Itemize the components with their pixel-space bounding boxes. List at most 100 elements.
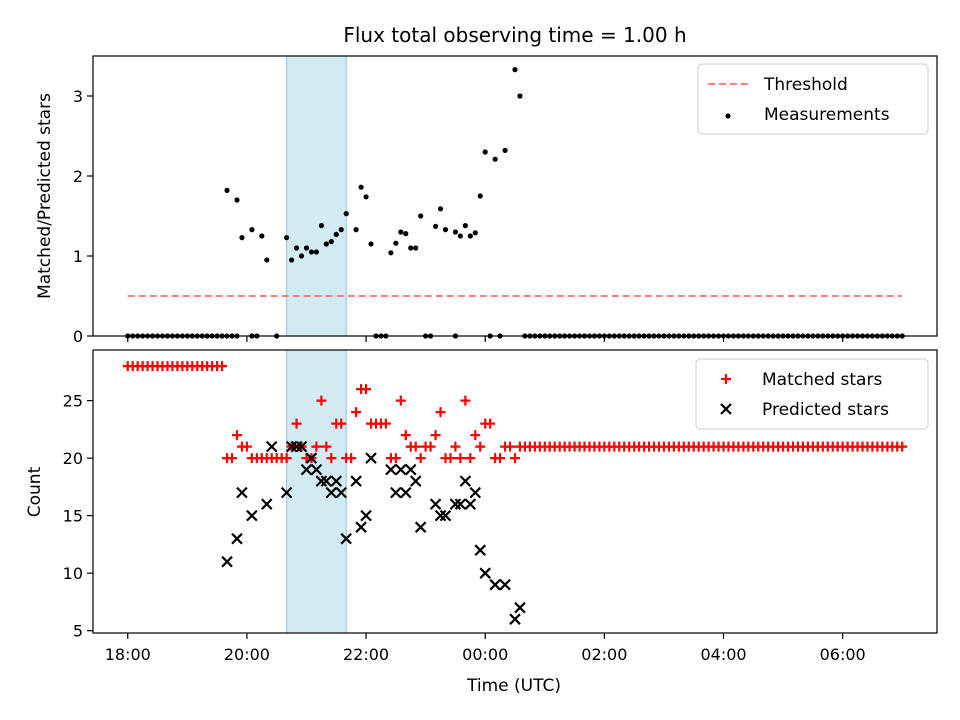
x-tick-label: 20:00 xyxy=(224,645,270,664)
data-point xyxy=(435,407,446,418)
data-point xyxy=(320,475,333,487)
data-point xyxy=(454,498,467,510)
y-tick-label: 2 xyxy=(73,167,83,186)
data-point xyxy=(335,486,348,499)
data-point xyxy=(221,555,233,568)
x-tick-label: 18:00 xyxy=(105,645,151,664)
bottom-panel: 5 10 15 20 25 18:00 20:00 22:00 00:00 02:00 04:00 0… xyxy=(63,349,938,664)
data-point xyxy=(285,440,298,453)
legend-label: Matched stars xyxy=(762,370,882,390)
data-point xyxy=(434,509,447,522)
data-point xyxy=(437,206,444,212)
data-point xyxy=(217,361,228,372)
data-point xyxy=(338,227,344,233)
data-point xyxy=(499,578,511,591)
top-legend-box xyxy=(697,63,929,135)
data-point xyxy=(393,240,399,246)
legend-label: Predicted stars xyxy=(762,400,889,420)
data-point xyxy=(452,229,459,235)
bottom-legend-box xyxy=(695,358,929,430)
data-point xyxy=(231,532,243,545)
data-point xyxy=(398,229,404,235)
data-point xyxy=(414,521,427,533)
data-point xyxy=(284,235,290,241)
data-point xyxy=(390,453,401,464)
data-point xyxy=(280,486,293,499)
data-point xyxy=(321,441,332,452)
data-point xyxy=(318,223,324,229)
data-point xyxy=(328,239,334,245)
data-point xyxy=(281,453,292,464)
data-point xyxy=(265,440,278,453)
y-tick-label: 0 xyxy=(73,327,83,346)
data-point xyxy=(333,231,339,237)
data-point xyxy=(343,211,349,217)
data-point xyxy=(385,463,397,476)
data-point xyxy=(303,245,310,251)
data-point xyxy=(340,532,352,545)
legend-plus-swatch xyxy=(721,374,731,384)
y-tick-label: 25 xyxy=(63,392,83,411)
data-point xyxy=(510,453,520,464)
data-point xyxy=(388,250,394,256)
data-point xyxy=(310,463,323,476)
data-point xyxy=(241,441,252,452)
data-point xyxy=(361,384,372,395)
x-axis-label: Time (UTC) xyxy=(466,676,561,696)
x-tick-label: 02:00 xyxy=(581,645,627,664)
data-point xyxy=(475,441,486,452)
data-point xyxy=(350,475,362,487)
data-point xyxy=(291,418,302,429)
data-point xyxy=(313,249,320,255)
top-legend: Threshold Measurements xyxy=(697,63,929,135)
data-point xyxy=(897,441,908,452)
data-point xyxy=(295,440,308,453)
data-point xyxy=(260,498,273,510)
data-point xyxy=(512,67,518,73)
data-point xyxy=(415,453,426,464)
data-point xyxy=(330,475,343,487)
data-point xyxy=(445,453,456,464)
legend-label: Threshold xyxy=(763,75,848,95)
y-tick-label: 20 xyxy=(63,449,83,468)
data-point xyxy=(363,194,369,200)
data-point xyxy=(293,245,300,251)
bottom-y-axis-label: Count xyxy=(25,466,45,517)
data-point xyxy=(246,509,258,522)
data-point xyxy=(449,498,462,510)
legend-x-swatch xyxy=(720,403,732,415)
y-tick-label: 15 xyxy=(63,507,83,526)
data-point xyxy=(227,453,238,464)
bottom-series-1 xyxy=(221,440,526,625)
data-point xyxy=(355,521,367,533)
data-point xyxy=(368,241,374,247)
data-point xyxy=(311,441,322,452)
top-panel: 0 1 2 3 Threshold Measurements xyxy=(73,55,938,346)
y-tick-label: 3 xyxy=(73,87,83,106)
data-point xyxy=(457,233,463,239)
y-tick-label: 10 xyxy=(63,564,83,583)
bottom-axes-frame xyxy=(92,349,938,634)
bottom-series-0 xyxy=(122,361,908,464)
data-point xyxy=(249,227,255,233)
data-point xyxy=(380,418,391,429)
data-point xyxy=(259,233,265,239)
data-point xyxy=(316,395,327,406)
data-point xyxy=(495,453,506,464)
data-point xyxy=(305,452,318,464)
data-point xyxy=(514,601,526,614)
data-point xyxy=(465,453,476,464)
data-point xyxy=(460,395,471,406)
data-point xyxy=(404,463,417,476)
data-point xyxy=(489,578,501,591)
data-point xyxy=(425,441,436,452)
data-point xyxy=(403,231,409,237)
data-point xyxy=(432,223,439,229)
x-tick-label: 04:00 xyxy=(700,645,746,664)
data-point xyxy=(459,475,472,487)
data-point xyxy=(455,453,466,464)
bottom-highlight-span xyxy=(286,349,347,634)
data-point xyxy=(395,463,407,476)
data-point xyxy=(346,453,357,464)
data-point xyxy=(429,498,442,510)
